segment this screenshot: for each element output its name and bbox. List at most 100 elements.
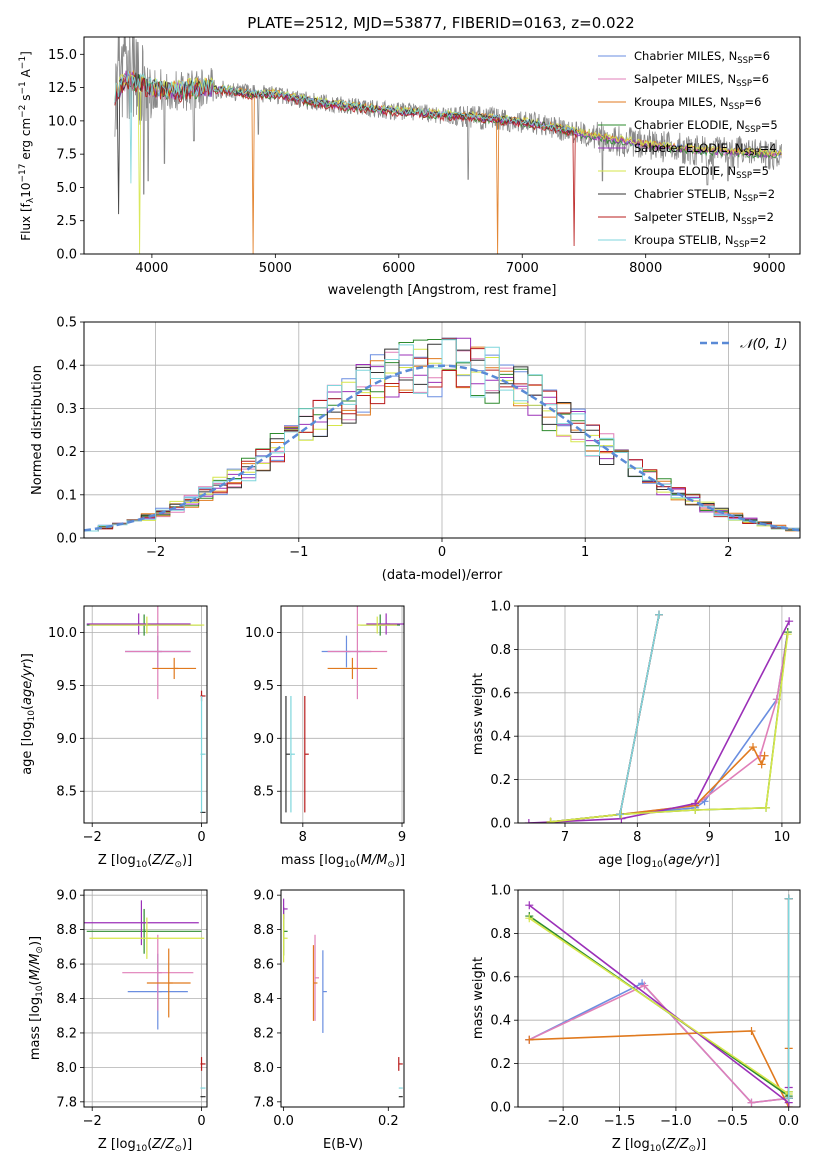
weight-marker	[785, 617, 794, 626]
x-tick-label: 0.0	[273, 1114, 294, 1129]
plot-area-weight-vs-age	[524, 610, 794, 823]
legend-label: Kroupa ELODIE, NSSP=5	[634, 164, 769, 181]
x-axis-label: wavelength [Angstrom, rest frame]	[328, 283, 557, 298]
y-tick-label: 0.0	[56, 532, 77, 547]
x-tick-label: 1	[581, 545, 589, 560]
y-tick-label: 8.5	[56, 785, 77, 800]
weight-marker	[524, 819, 533, 823]
weight-line	[528, 620, 790, 823]
axes-frame	[83, 605, 208, 824]
axes-frame	[83, 36, 801, 255]
plot-area-mass-vs-EBV	[283, 898, 403, 1098]
weight-marker	[546, 817, 555, 823]
weight-line	[550, 634, 789, 823]
x-tick-label: 0	[197, 1114, 205, 1129]
histogram-step	[84, 348, 800, 532]
y-tick-label: 8.8	[253, 923, 274, 938]
weight-line	[528, 984, 789, 1104]
y-tick-label: 9.0	[56, 732, 77, 747]
weight-marker	[747, 1027, 756, 1036]
y-tick-label: 0.4	[490, 730, 511, 745]
axes-frame	[83, 321, 801, 539]
x-tick-label: −2.0	[547, 1114, 579, 1129]
plot-area-age-vs-mass	[285, 606, 404, 813]
y-tick-label: 8.6	[253, 958, 274, 973]
x-tick-label: 0	[438, 545, 446, 560]
x-axis-label: Z [log10(Z/Z⊙)]	[98, 1137, 192, 1154]
y-tick-label: 0.1	[56, 488, 77, 503]
weight-marker	[525, 914, 534, 923]
legend-label: Chabrier MILES, NSSP=6	[634, 49, 770, 66]
x-tick-label: 0.2	[378, 1114, 399, 1129]
y-tick-label: 9.5	[253, 679, 274, 694]
y-tick-label: 0.6	[490, 970, 511, 985]
y-tick-label: 8.4	[253, 992, 274, 1007]
x-axis-label: Z [log10(Z/Z⊙)]	[98, 853, 192, 870]
chart-mass-vs-Z: −2 0 7.8 8.0 8.2 8.4 8.6 8.8 9.0 Z [log10(Z/Z⊙)] m…	[28, 889, 208, 1154]
y-tick-label: 9.5	[56, 679, 77, 694]
y-tick-label: 0.6	[490, 686, 511, 701]
weight-marker	[525, 1035, 534, 1044]
x-tick-label: 9	[398, 830, 406, 845]
weight-line	[528, 917, 790, 1096]
weight-marker	[784, 894, 793, 903]
x-axis-label: mass [log10(M/M⊙)]	[281, 853, 405, 870]
plot-area-residuals	[84, 337, 800, 532]
legend-label: Chabrier STELIB, NSSP=2	[634, 187, 775, 204]
y-tick-label: 0.3	[56, 402, 77, 417]
x-tick-label: −1.5	[604, 1114, 636, 1129]
y-tick-label: 0.4	[490, 1014, 511, 1029]
weight-marker	[691, 805, 700, 814]
weight-marker	[525, 901, 534, 910]
y-tick-label: 12.5	[48, 81, 77, 96]
spectrum-legend: Chabrier MILES, NSSP=6 Salpeter MILES, NS…	[598, 49, 778, 250]
y-tick-label: 8.6	[56, 958, 77, 973]
x-tick-label: 7000	[506, 261, 539, 276]
y-tick-label: 7.5	[56, 148, 77, 163]
y-tick-label: 8.0	[253, 1061, 274, 1076]
weight-line	[550, 631, 789, 823]
y-tick-label: 10.0	[48, 626, 77, 641]
legend-label: 𝒩(0, 1)	[740, 337, 787, 352]
y-tick-label: 1.0	[490, 884, 511, 899]
weight-marker	[784, 1094, 793, 1103]
y-tick-label: 0.2	[56, 445, 77, 460]
chart-weight-vs-Z: −2.0 −1.5 −1.0 −0.5 0.0 0.0 0.2 0.4 0.6 0.8 1.0 Z […	[471, 884, 801, 1154]
y-tick-label: 0.0	[56, 248, 77, 263]
x-tick-label: 10	[774, 830, 791, 845]
x-axis-label: Z [log10(Z/Z⊙)]	[612, 1137, 706, 1154]
y-axis-label: mass weight	[471, 673, 486, 755]
weight-marker	[747, 1098, 756, 1107]
x-tick-label: 8000	[629, 261, 662, 276]
plot-area-weight-vs-Z	[525, 894, 793, 1107]
x-tick-label: −1	[289, 545, 308, 560]
y-axis-label: Flux [fλ10−17 erg cm−2 s−1 A−1]	[18, 51, 36, 241]
chart-age-vs-Z: −2 0 8.5 9.0 9.5 10.0 Z [log10(Z/Z⊙)] age [log1…	[20, 605, 208, 870]
normal-curve	[84, 364, 800, 532]
axes-frame	[280, 889, 405, 1108]
y-tick-label: 8.2	[56, 1026, 77, 1041]
weight-marker	[783, 630, 792, 639]
y-tick-label: 1.0	[490, 600, 511, 615]
weight-marker	[640, 981, 649, 990]
spectrum-model-line	[114, 70, 577, 184]
y-tick-label: 8.4	[56, 992, 77, 1007]
x-tick-label: −2	[146, 545, 165, 560]
legend-label: Salpeter ELODIE, NSSP=4	[634, 141, 777, 158]
x-tick-label: 4000	[135, 261, 168, 276]
x-tick-label: 5000	[259, 261, 292, 276]
axes-frame	[517, 889, 801, 1108]
y-tick-label: 9.0	[56, 889, 77, 904]
x-tick-label: 7	[561, 830, 569, 845]
y-tick-label: 8.5	[253, 785, 274, 800]
x-tick-label: −1.0	[660, 1114, 692, 1129]
y-tick-label: 8.2	[253, 1026, 274, 1041]
weight-line	[619, 614, 660, 815]
y-tick-label: 0.2	[490, 1057, 511, 1072]
y-tick-label: 9.0	[253, 732, 274, 747]
y-tick-label: 15.0	[48, 48, 77, 63]
y-tick-label: 0.4	[56, 359, 77, 374]
x-tick-label: 2	[724, 545, 732, 560]
legend-label: Salpeter MILES, NSSP=6	[634, 72, 769, 89]
